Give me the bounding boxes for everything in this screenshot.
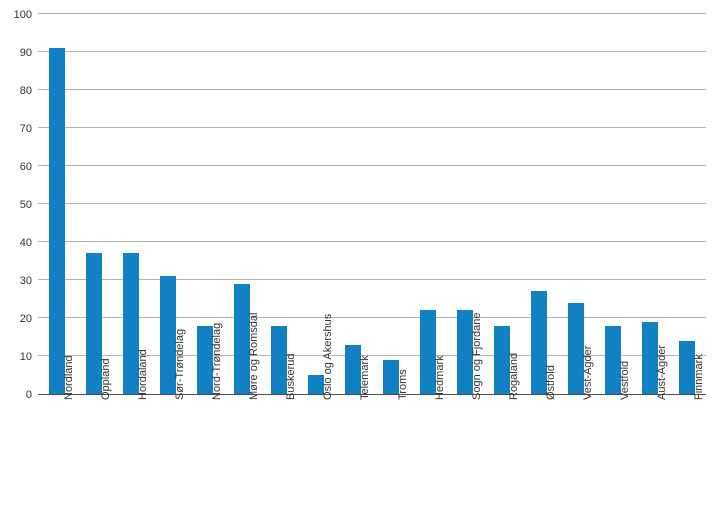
x-label-slot: Hedmark <box>409 355 446 508</box>
x-tick-label: Finnmark <box>693 354 706 400</box>
bar-slot <box>558 15 595 394</box>
bar-finnmark <box>679 340 696 394</box>
plot-area <box>38 13 706 395</box>
x-label-slot: Telemark <box>335 355 372 508</box>
bar-slot <box>75 15 112 394</box>
x-label-slot: Buskerud <box>261 354 298 508</box>
x-tick-label: Nord-Trøndelag <box>210 322 223 400</box>
bar-m-re-og-romsdal <box>234 283 251 394</box>
bar-aust-agder <box>642 321 659 394</box>
gridline-100 <box>38 13 706 14</box>
bar-hordaland <box>122 253 139 394</box>
gridline-30 <box>38 279 706 280</box>
x-tick-label: Møre og Romsdal <box>248 312 261 400</box>
x-tick-label: Oslo og Akershus <box>322 313 335 400</box>
x-tick-label: Østfold <box>544 365 557 400</box>
bar-slot <box>520 15 557 394</box>
gridline-90 <box>38 51 706 52</box>
bar-buskerud <box>271 325 288 394</box>
x-tick-label: Vestfold <box>619 360 632 400</box>
y-tick-label-50: 50 <box>19 199 32 211</box>
x-tick-label: Nordland <box>62 355 75 400</box>
gridline-40 <box>38 241 706 242</box>
x-tick-label: Buskerud <box>285 353 298 400</box>
x-tick-label: Telemark <box>359 355 372 400</box>
bar-slot <box>669 15 706 394</box>
x-tick-label: Hordaland <box>136 349 149 400</box>
x-label-slot: Nordland <box>38 355 75 508</box>
bar-vestfold <box>605 325 622 394</box>
x-label-slot: Oppland <box>75 358 112 508</box>
y-tick-label-80: 80 <box>19 85 32 97</box>
bar-slot <box>38 15 75 394</box>
bar-slot <box>372 15 409 394</box>
x-label-slot: Aust-Agder <box>632 345 669 508</box>
bar-slot <box>224 15 261 394</box>
bar-slot <box>483 15 520 394</box>
gridline-80 <box>38 89 706 90</box>
x-label-slot: Møre og Romsdal <box>224 313 261 508</box>
x-label-slot: Sør-Trøndelag <box>149 329 186 508</box>
bar-slot <box>335 15 372 394</box>
x-label-slot: Vest-Agder <box>558 346 595 508</box>
x-tick-label: Aust-Agder <box>656 344 669 400</box>
y-tick-label-40: 40 <box>19 237 32 249</box>
y-tick-label-30: 30 <box>19 275 32 287</box>
x-label-slot: Oslo og Akershus <box>298 314 335 508</box>
x-tick-label: Sogn og Fjordane <box>470 312 483 400</box>
x-tick-label: Rogaland <box>507 352 520 400</box>
gridline-60 <box>38 165 706 166</box>
bar-slot <box>409 15 446 394</box>
bar-slot <box>595 15 632 394</box>
x-label-slot: Østfold <box>520 365 557 508</box>
bar-slot <box>112 15 149 394</box>
x-tick-label: Oppland <box>99 358 112 400</box>
y-tick-label-20: 20 <box>19 313 32 325</box>
x-tick-label: Hedmark <box>433 355 446 400</box>
x-label-slot: Finnmark <box>669 354 706 508</box>
bar-s-r-tr-ndelag <box>159 276 176 394</box>
bar-nord-tr-ndelag <box>196 325 213 394</box>
gridline-10 <box>38 355 706 356</box>
x-axis: Nordland Oppland Hordaland Sør-Trøndelag Nor… <box>38 313 706 508</box>
bar-slot <box>298 15 335 394</box>
gridline-50 <box>38 203 706 204</box>
x-label-slot: Nord-Trøndelag <box>186 323 223 508</box>
bar-slot <box>149 15 186 394</box>
y-tick-label-10: 10 <box>19 351 32 363</box>
y-tick-label-100: 100 <box>13 9 32 21</box>
y-tick-label-70: 70 <box>19 123 32 135</box>
bar-slot <box>186 15 223 394</box>
x-label-slot: Troms <box>372 369 409 508</box>
x-tick-label: Troms <box>396 369 409 400</box>
x-tick-label: Vest-Agder <box>582 345 595 400</box>
y-tick-label-60: 60 <box>19 161 32 173</box>
bar-telemark <box>345 344 362 394</box>
x-label-slot: Sogn og Fjordane <box>446 313 483 508</box>
bar-oppland <box>85 253 102 394</box>
bar-troms <box>382 359 399 394</box>
bar-slot <box>446 15 483 394</box>
bar-oslo-og-akershus <box>308 375 325 394</box>
y-tick-label-90: 90 <box>19 47 32 59</box>
bar-rogaland <box>493 325 510 394</box>
bar-sogn-og-fjordane <box>456 310 473 394</box>
gridline-20 <box>38 317 706 318</box>
bars-row <box>38 15 706 394</box>
x-label-slot: Hordaland <box>112 349 149 508</box>
bar-slot <box>632 15 669 394</box>
y-tick-label-0: 0 <box>25 389 32 401</box>
x-label-slot: Vestfold <box>595 361 632 508</box>
bar-vest-agder <box>568 302 585 394</box>
bar--stfold <box>530 291 547 394</box>
bar-hedmark <box>419 310 436 394</box>
x-tick-label: Sør-Trøndelag <box>173 328 186 400</box>
gridline-70 <box>38 127 706 128</box>
x-label-slot: Rogaland <box>483 353 520 508</box>
bar-slot <box>261 15 298 394</box>
bar-nordland <box>48 48 65 394</box>
